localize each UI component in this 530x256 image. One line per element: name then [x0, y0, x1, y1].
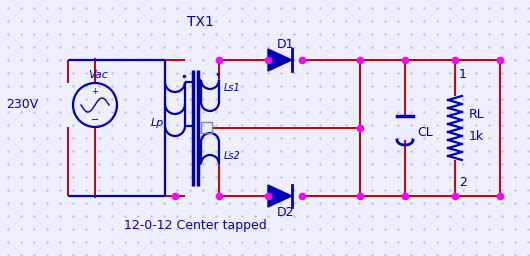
Text: Lp: Lp: [151, 118, 164, 128]
Text: Ls1: Ls1: [224, 83, 241, 93]
Bar: [201, 122, 212, 133]
Text: D1: D1: [276, 37, 294, 50]
Text: 2: 2: [459, 176, 467, 188]
Text: 230V: 230V: [6, 99, 38, 112]
Text: −: −: [91, 115, 99, 125]
Text: TX1: TX1: [187, 15, 214, 29]
Text: RL: RL: [469, 108, 485, 121]
Polygon shape: [268, 185, 292, 207]
Text: 12-0-12 Center tapped: 12-0-12 Center tapped: [123, 219, 267, 231]
Text: CL: CL: [417, 126, 433, 140]
Text: 1: 1: [459, 68, 467, 80]
Text: Ls2: Ls2: [224, 151, 241, 161]
Text: D2: D2: [276, 206, 294, 219]
Text: +: +: [92, 87, 99, 95]
Text: 1k: 1k: [469, 130, 484, 143]
Text: Vac: Vac: [88, 70, 108, 80]
Polygon shape: [268, 49, 292, 71]
